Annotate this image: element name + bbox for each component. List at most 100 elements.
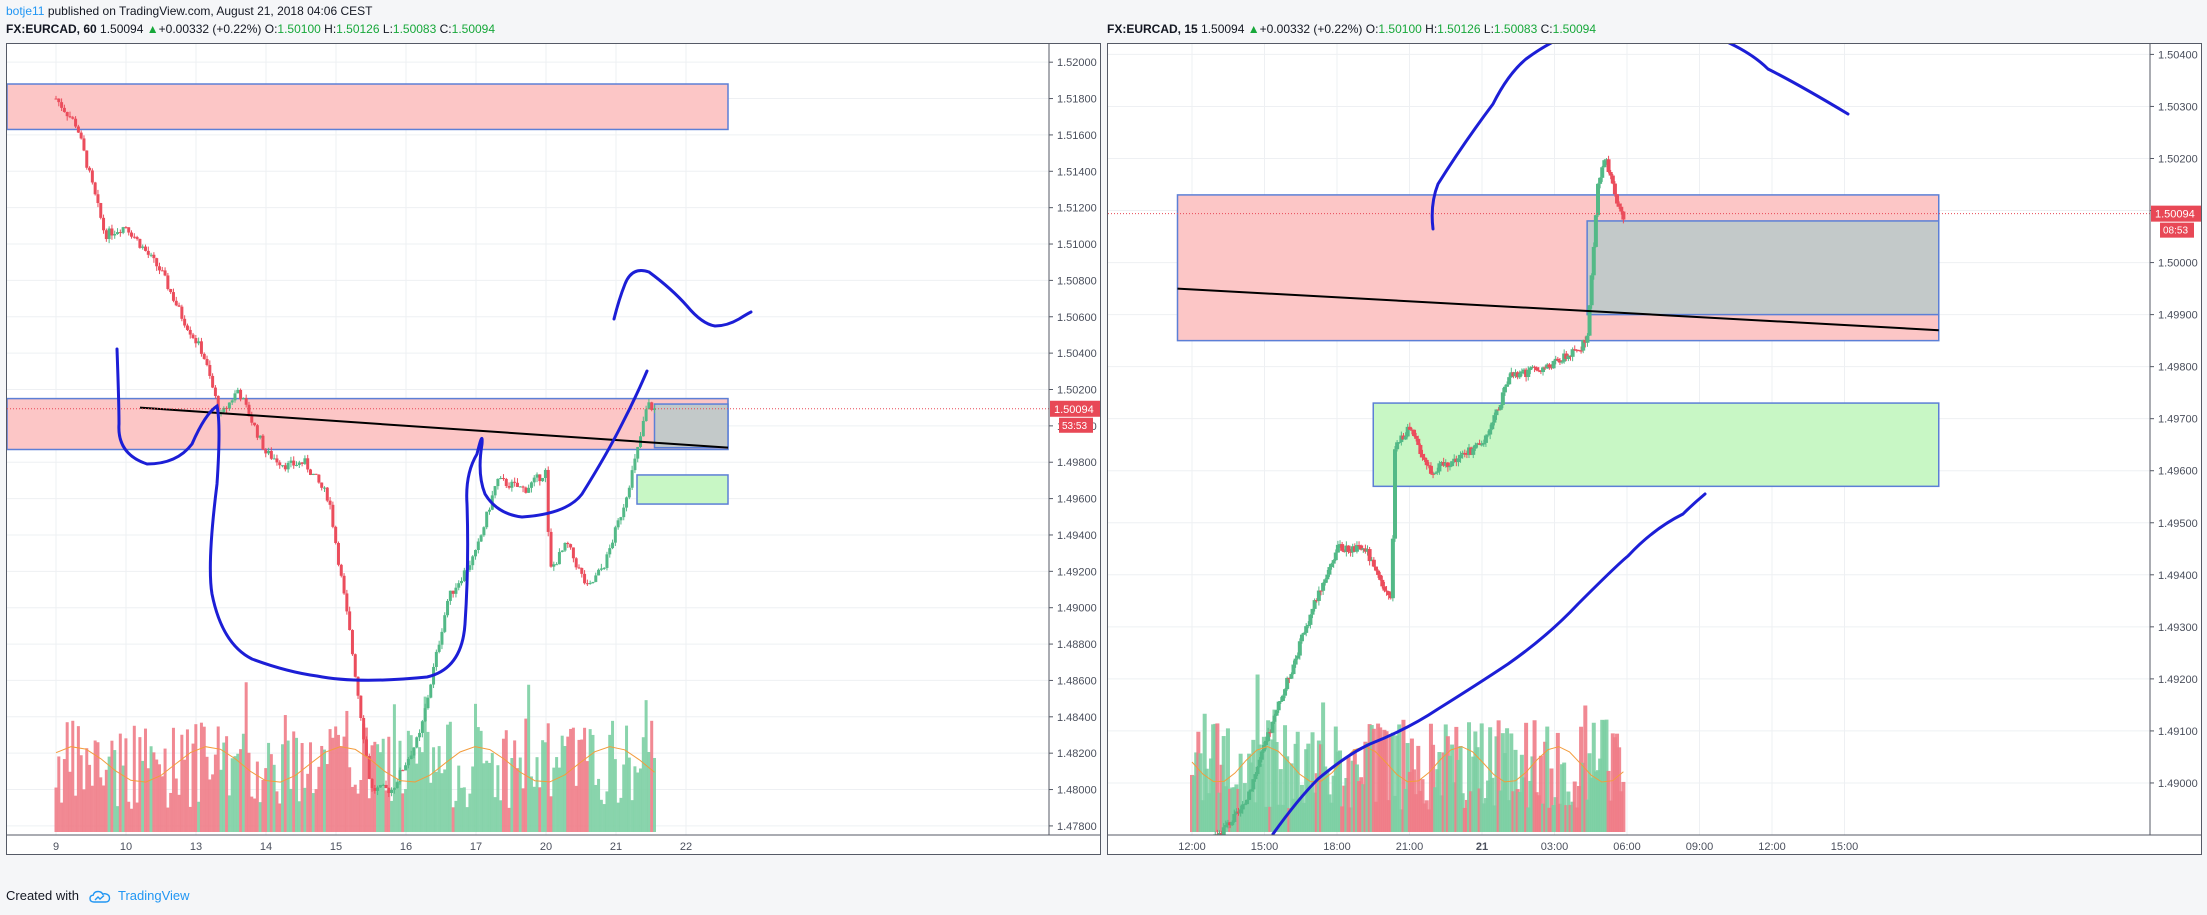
price-tick-label: 1.50800 (1057, 275, 1097, 287)
price-tick-label: 1.50400 (1057, 348, 1097, 360)
volume-bar (295, 737, 299, 832)
volume-bar (1240, 805, 1245, 832)
candle-body (253, 422, 257, 426)
candle-body (1390, 538, 1395, 599)
volume-bar (241, 733, 245, 832)
volume-bar (1524, 722, 1529, 832)
volume-bar (1615, 733, 1620, 832)
volume-bar (485, 760, 489, 832)
volume-bar (1486, 780, 1491, 832)
candle-body (1291, 664, 1296, 675)
candle-body (1471, 448, 1476, 455)
candle-body (1460, 452, 1465, 455)
candle-body (1488, 429, 1493, 435)
volume-bar (1479, 723, 1484, 832)
candle-body (1543, 367, 1548, 369)
volume-bar (543, 742, 547, 832)
volume-bar (141, 760, 145, 832)
candle-body (1335, 544, 1340, 553)
candle-body (1380, 579, 1385, 587)
volume-bar (560, 735, 564, 832)
volume-bar (415, 763, 419, 832)
volume-bar (1378, 727, 1383, 832)
candle-body (501, 478, 505, 480)
candle-body (370, 778, 374, 789)
candle-body (622, 507, 626, 518)
volume-bar (166, 807, 170, 832)
candle-body (577, 567, 581, 569)
candle-body (1555, 358, 1560, 361)
volume-bar (1230, 787, 1235, 832)
candle-body (362, 717, 366, 740)
left-chart-svg[interactable]: 1.52000 1.51800 1.51600 1.51400 1.51200 1.510… (7, 44, 1100, 854)
volume-bar (630, 800, 634, 832)
volume-bar (591, 734, 595, 832)
candle-body (1327, 567, 1332, 575)
volume-bar (1198, 753, 1203, 832)
candle-body (392, 788, 396, 790)
volume-bar (440, 773, 444, 832)
volume-bar (535, 757, 539, 832)
volume-bar (132, 725, 136, 832)
candle-body (1469, 447, 1474, 455)
volume-bar (239, 749, 243, 832)
volume-bar (429, 782, 433, 832)
left-chart-pane[interactable]: 1.52000 1.51800 1.51600 1.51400 1.51200 1.510… (6, 43, 1101, 855)
candle-body (653, 408, 656, 410)
candle-body (1333, 552, 1338, 561)
candle-body (1371, 559, 1376, 567)
volume-bar (451, 807, 455, 832)
volume-bar (1494, 736, 1499, 832)
volume-bar (577, 739, 581, 832)
volume-bar (104, 769, 108, 832)
volume-bar (356, 793, 360, 832)
volume-bar (1386, 800, 1391, 832)
volume-bar (471, 766, 475, 832)
candle-body (1401, 435, 1406, 440)
volume-bar (213, 754, 217, 832)
candle-body (1338, 544, 1343, 546)
left-h-label: H: (324, 22, 337, 36)
right-change: +0.00332 (+0.22%) (1259, 22, 1363, 36)
volume-bar (532, 786, 536, 832)
volume-bar (1202, 713, 1207, 832)
volume-bar (1460, 793, 1465, 832)
candle-body (471, 556, 475, 566)
volume-bar (434, 771, 438, 832)
candle-body (1346, 545, 1351, 552)
volume-bar (1433, 787, 1438, 832)
volume-bar (1190, 774, 1194, 832)
volume-bar (1431, 744, 1436, 832)
volume-bar (314, 789, 318, 832)
time-tick-label: 14 (260, 841, 272, 853)
candle-body (454, 587, 458, 594)
right-chart-pane[interactable]: 1.504001.503001.502001.501001.500001.499… (1107, 43, 2202, 855)
volume-bar (1382, 729, 1387, 832)
tradingview-link[interactable]: TradingView (118, 888, 190, 903)
volume-bar (60, 802, 64, 832)
candle-body (278, 462, 282, 466)
volume-bar (1428, 723, 1433, 832)
volume-bar (199, 722, 203, 832)
candle-body (1507, 377, 1512, 385)
candle-body (132, 236, 136, 238)
candle-body (197, 341, 201, 344)
candle-body (443, 615, 447, 632)
candle-body (1479, 444, 1484, 446)
candle-body (1570, 349, 1575, 357)
right-chart-svg[interactable]: 1.504001.503001.502001.501001.500001.499… (1108, 44, 2201, 854)
candle-body (311, 473, 315, 475)
price-tick-label: 1.49500 (2158, 518, 2198, 530)
candle-body (110, 228, 114, 236)
candle-body (143, 246, 147, 251)
candle-body (381, 784, 385, 786)
volume-bar (510, 758, 514, 832)
candle-body (90, 170, 94, 183)
publisher-link[interactable]: botje11 (6, 4, 45, 18)
countdown-label: 08:53 (2163, 226, 2188, 237)
candle-body (1378, 574, 1383, 580)
volume-bar (79, 755, 83, 832)
volume-bar (1447, 755, 1452, 832)
volume-bar (208, 779, 212, 832)
created-with-text: Created with (6, 888, 79, 903)
